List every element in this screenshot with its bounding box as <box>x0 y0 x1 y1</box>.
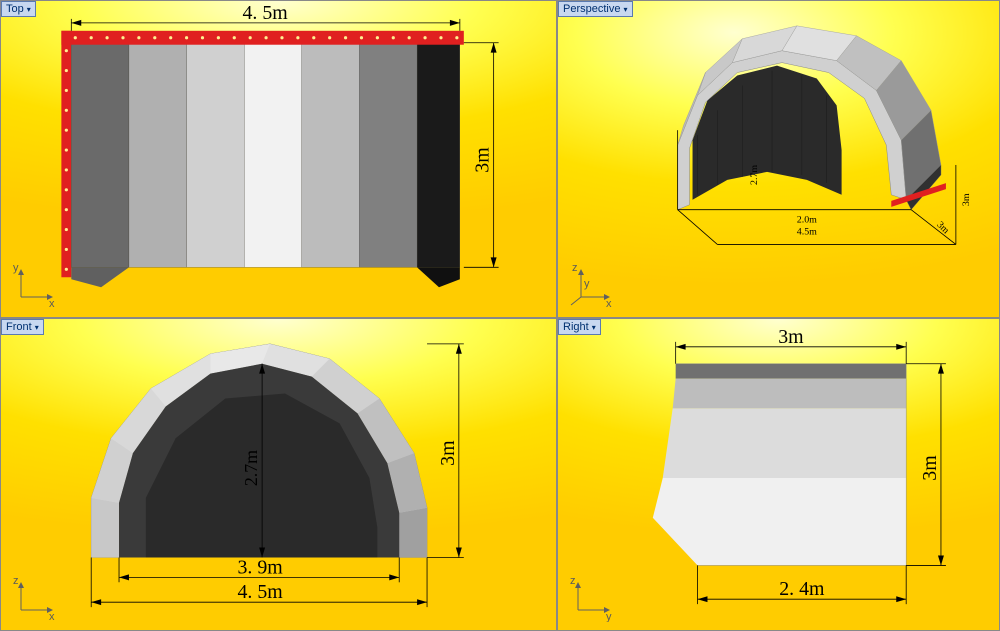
viewport-label-front[interactable]: Front ▾ <box>1 319 44 335</box>
dim-label: 4. 5m <box>242 2 288 24</box>
svg-text:2.0m: 2.0m <box>797 215 817 226</box>
viewport-front[interactable]: Front ▾ <box>0 318 557 631</box>
svg-text:y: y <box>13 262 19 274</box>
svg-text:3m: 3m <box>778 326 804 348</box>
svg-text:y: y <box>606 611 612 622</box>
svg-text:3. 9m: 3. 9m <box>237 556 283 578</box>
svg-text:3m: 3m <box>934 219 951 236</box>
viewport-label-text: Right <box>563 321 589 333</box>
svg-text:y: y <box>584 278 590 290</box>
chevron-down-icon[interactable]: ▾ <box>27 5 31 14</box>
dim-top-right: 3m <box>676 326 907 364</box>
svg-text:4.5m: 4.5m <box>797 227 817 238</box>
viewport-grid: Top ▾ <box>0 0 1000 631</box>
svg-text:x: x <box>49 611 55 622</box>
chevron-down-icon[interactable]: ▾ <box>623 5 627 14</box>
viewport-right[interactable]: Right ▾ 3m <box>557 318 1000 631</box>
viewport-label-perspective[interactable]: Perspective ▾ <box>558 1 633 17</box>
perspective-model: 4.5m 2.0m 2.7m 3m 3m <box>678 26 972 245</box>
right-view-canvas: 3m 3m 2. 4m <box>558 319 999 630</box>
svg-text:z: z <box>570 575 576 587</box>
red-strip-left <box>61 31 71 277</box>
svg-text:x: x <box>606 298 612 309</box>
viewport-label-text: Perspective <box>563 3 620 15</box>
viewport-label-right[interactable]: Right ▾ <box>558 319 601 335</box>
dim-opening-front: 3. 9m <box>119 556 399 582</box>
svg-text:z: z <box>572 262 578 274</box>
svg-text:3m: 3m <box>961 193 972 206</box>
top-panels <box>71 43 460 287</box>
chevron-down-icon[interactable]: ▾ <box>35 323 39 332</box>
top-view-canvas: 4. 5m 3m <box>1 1 556 317</box>
viewport-label-text: Front <box>6 321 32 333</box>
dim-width-top: 4. 5m <box>71 2 460 31</box>
svg-text:4. 5m: 4. 5m <box>237 581 283 603</box>
dim-bottom-right: 2. 4m <box>698 565 907 604</box>
axis-indicator-right: z y <box>566 572 616 622</box>
svg-text:3m: 3m <box>919 455 941 481</box>
viewport-perspective[interactable]: Perspective ▾ <box>557 0 1000 318</box>
svg-text:z: z <box>13 575 19 587</box>
viewport-label-text: Top <box>6 3 24 15</box>
front-view-canvas: 3m 2.7m 3. 9m <box>1 319 556 630</box>
svg-text:2.7m: 2.7m <box>241 450 261 486</box>
chevron-down-icon[interactable]: ▾ <box>592 323 596 332</box>
perspective-canvas: 4.5m 2.0m 2.7m 3m 3m <box>558 1 999 317</box>
dim-label: 3m <box>472 147 494 173</box>
right-profile <box>653 364 906 566</box>
dim-height-top: 3m <box>464 43 499 268</box>
svg-text:x: x <box>49 298 55 309</box>
axis-indicator-top: y x <box>9 259 59 309</box>
svg-text:3m: 3m <box>437 440 459 466</box>
axis-indicator-front: z x <box>9 572 59 622</box>
dim-height-front: 3m <box>427 344 464 558</box>
viewport-label-top[interactable]: Top ▾ <box>1 1 36 17</box>
axis-indicator-perspective: z x y <box>566 259 616 309</box>
svg-text:2. 4m: 2. 4m <box>779 578 825 600</box>
viewport-top[interactable]: Top ▾ <box>0 0 557 318</box>
dim-height-right: 3m <box>906 364 946 566</box>
svg-text:2.7m: 2.7m <box>749 165 760 185</box>
